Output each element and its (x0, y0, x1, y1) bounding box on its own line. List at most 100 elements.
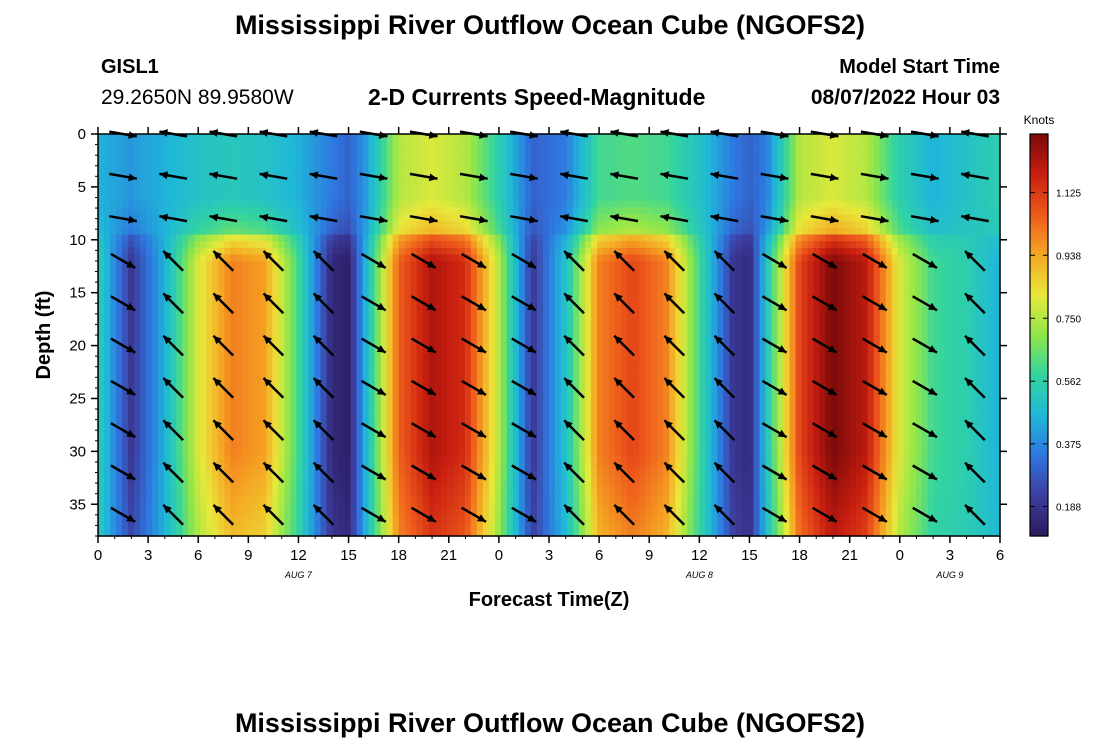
heatmap-cell (549, 294, 556, 303)
heatmap-cell (398, 495, 406, 504)
heatmap-cell (344, 442, 352, 450)
heatmap-cell (542, 375, 550, 383)
heatmap-cell (518, 314, 526, 323)
heatmap-cell (344, 227, 352, 236)
heatmap-cell (104, 187, 111, 195)
heatmap-cell (338, 180, 346, 189)
heatmap-cell (344, 408, 352, 416)
heatmap-cell (98, 489, 105, 497)
heatmap-cell (326, 455, 334, 463)
heatmap-cell (362, 368, 370, 376)
heatmap-cell (122, 154, 129, 162)
heatmap-cell (296, 428, 304, 437)
heatmap-cell (434, 268, 442, 276)
heatmap-cell (518, 140, 526, 148)
heatmap-cell (567, 355, 574, 363)
heatmap-cell (482, 201, 490, 209)
heatmap-cell (494, 415, 502, 423)
heatmap-cell (555, 408, 562, 416)
heatmap-cell (110, 207, 117, 215)
heatmap-cell (542, 348, 550, 356)
heatmap-cell (260, 294, 267, 303)
heatmap-cell (555, 515, 562, 524)
heatmap-cell (368, 502, 376, 510)
heatmap-cell (260, 522, 267, 530)
heatmap-cell (116, 341, 123, 349)
heatmap-cell (518, 174, 526, 182)
heatmap-cell (158, 274, 165, 282)
heatmap-cell (314, 402, 322, 410)
heatmap-cell (128, 160, 135, 169)
heatmap-cell (470, 509, 478, 517)
heatmap-cell (290, 515, 298, 524)
heatmap-cell (140, 375, 147, 383)
heatmap-cell (488, 194, 496, 202)
heatmap-cell (482, 395, 490, 403)
heatmap-cell (230, 442, 237, 450)
heatmap-cell (308, 448, 316, 457)
heatmap-cell (500, 428, 508, 437)
heatmap-cell (308, 381, 316, 390)
heatmap-cell (320, 194, 328, 202)
heatmap-cell (422, 395, 430, 403)
heatmap-cell (392, 381, 400, 390)
heatmap-cell (506, 482, 514, 490)
heatmap-cell (573, 254, 580, 262)
heatmap-cell (380, 194, 388, 202)
heatmap-cell (314, 448, 322, 457)
heatmap-cell (284, 529, 292, 537)
heatmap-cell (110, 442, 117, 450)
heatmap-cell (224, 167, 231, 175)
heatmap-cell (248, 261, 255, 269)
heatmap-cell (549, 375, 556, 383)
heatmap-cell (146, 341, 153, 349)
heatmap-cell (524, 482, 532, 490)
heatmap-cell (536, 375, 544, 383)
heatmap-cell (362, 234, 370, 242)
heatmap-cell (206, 509, 213, 517)
heatmap-cell (440, 268, 448, 276)
heatmap-cell (446, 381, 454, 390)
heatmap-cell (194, 180, 201, 189)
heatmap-cell (362, 462, 370, 470)
heatmap-cell (326, 375, 334, 383)
heatmap-cell (134, 415, 141, 423)
heatmap-cell (434, 221, 442, 229)
heatmap-cell (440, 147, 448, 155)
heatmap-cell (573, 422, 580, 430)
heatmap-cell (452, 489, 460, 497)
heatmap-cell (158, 448, 165, 457)
heatmap-cell (446, 462, 454, 470)
heatmap-cell (446, 274, 454, 282)
heatmap-cell (518, 442, 526, 450)
heatmap-cell (236, 134, 243, 142)
heatmap-cell (188, 234, 195, 242)
heatmap-cell (158, 241, 165, 249)
heatmap-cell (158, 221, 165, 229)
heatmap-cell (392, 375, 400, 383)
heatmap-cell (224, 234, 231, 242)
heatmap-cell (134, 375, 141, 383)
heatmap-cell (332, 388, 340, 396)
heatmap-cell (476, 522, 484, 530)
heatmap-cell (500, 502, 508, 510)
heatmap-cell (296, 355, 304, 363)
heatmap-cell (416, 395, 424, 403)
heatmap-cell (182, 428, 189, 437)
heatmap-cell (110, 147, 117, 155)
heatmap-cell (176, 522, 183, 530)
heatmap-cell (386, 509, 394, 517)
heatmap-cell (332, 355, 340, 363)
heatmap-cell (470, 462, 478, 470)
heatmap-cell (344, 435, 352, 443)
heatmap-cell (344, 395, 352, 403)
heatmap-cell (494, 261, 502, 269)
heatmap-cell (555, 214, 562, 222)
heatmap-cell (176, 281, 183, 289)
heatmap-cell (536, 187, 544, 195)
heatmap-cell (290, 381, 298, 390)
heatmap-cell (404, 207, 412, 215)
heatmap-cell (140, 214, 147, 222)
heatmap-cell (536, 174, 544, 182)
heatmap-cell (555, 207, 562, 215)
